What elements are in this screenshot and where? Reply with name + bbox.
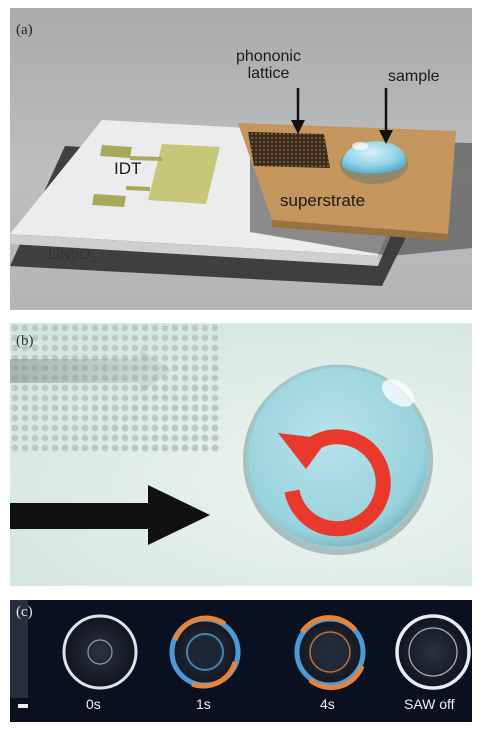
droplet-saw-off	[395, 614, 471, 690]
idt-electrodes	[148, 144, 220, 204]
time-lapse-images	[10, 600, 471, 708]
panel-b-label: (b)	[16, 333, 34, 349]
time-label-saw-off: SAW off	[404, 696, 455, 712]
droplet-0s	[62, 614, 138, 690]
rotation-arrowhead	[278, 433, 328, 469]
superstrate-label: superstrate	[280, 191, 366, 210]
device-schematic-drawing	[10, 88, 472, 286]
time-label-1s: 1s	[196, 696, 211, 712]
idt-label: IDT	[114, 159, 142, 178]
phononic-lattice-arrow	[291, 120, 305, 134]
time-label-4s: 4s	[320, 696, 335, 712]
scale-bar	[18, 704, 28, 708]
saw-direction-arrow	[10, 485, 210, 545]
panel-a-device-schematic: (a) phononic lattice sample IDT superstr…	[10, 8, 472, 310]
panel-c-label: (c)	[16, 604, 33, 620]
phononic-label-line2: lattice	[247, 65, 290, 82]
idt-pad-top	[100, 145, 132, 158]
phononic-lattice-label: phononic lattice	[236, 48, 301, 82]
panel-c-time-lapse: (c) 0s 1s 4s SAW off	[10, 600, 472, 722]
time-label-0s: 0s	[86, 696, 101, 712]
phononic-lattice-pattern	[10, 323, 222, 453]
idt-pad-bottom	[92, 194, 126, 207]
phononic-label-line1: phononic	[236, 48, 301, 65]
rotation-concept-drawing	[10, 323, 433, 555]
panel-b-rotation-concept: (b)	[10, 323, 472, 586]
panel-a-label: (a)	[16, 22, 33, 38]
substrate-label-main: LiNbO	[48, 246, 91, 263]
rotation-arrow	[284, 429, 391, 537]
sample-label: sample	[388, 68, 440, 85]
phononic-lattice	[248, 132, 330, 168]
substrate-label: LiNbO3	[48, 246, 96, 269]
sample-arrow	[379, 130, 393, 144]
substrate-label-subscript: 3	[90, 255, 97, 266]
attenuated-wave-arrow	[10, 349, 172, 393]
